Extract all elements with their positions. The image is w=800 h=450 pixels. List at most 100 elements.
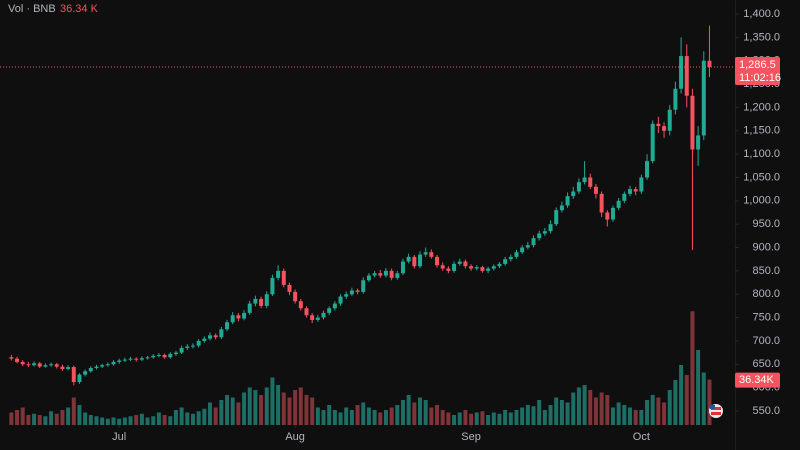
candle-body: [190, 345, 195, 347]
candle-body: [117, 360, 122, 362]
candle-body: [128, 358, 133, 360]
candle-body: [276, 270, 281, 278]
candle-body: [338, 296, 343, 304]
candle-body: [645, 161, 650, 178]
candle-body: [588, 177, 593, 187]
candle-body: [423, 252, 428, 255]
volume-bar: [264, 387, 269, 425]
volume-bar: [49, 411, 54, 425]
volume-bar: [236, 402, 241, 425]
candle-body: [576, 182, 581, 192]
candle-body: [469, 266, 474, 269]
candle-body: [571, 191, 576, 197]
volume-bar: [520, 407, 525, 425]
volume-bar: [497, 413, 502, 425]
y-tick-label: 950.0: [752, 218, 780, 230]
y-tick-label: 1,100.0: [743, 148, 780, 160]
volume-bar: [435, 405, 440, 425]
candle-body: [491, 266, 496, 269]
price-badge: [735, 57, 780, 86]
volume-bar: [179, 407, 184, 425]
candle-body: [60, 366, 65, 369]
candle-body: [446, 268, 451, 271]
volume-bar: [423, 400, 428, 425]
candle-body: [593, 186, 598, 194]
candle-body: [26, 364, 31, 366]
candle-body: [185, 346, 190, 348]
candle-body: [321, 312, 326, 318]
volume-bar: [662, 402, 667, 425]
volume-bar: [100, 417, 105, 425]
y-tick-label: 1,050.0: [743, 171, 780, 183]
candle-body: [701, 60, 706, 136]
candle-body: [304, 308, 309, 316]
candle-body: [372, 273, 377, 276]
volume-bar: [548, 405, 553, 425]
volume-bar: [230, 397, 235, 425]
volume-bar: [696, 350, 701, 425]
candle-body: [639, 177, 644, 192]
volume-bar: [673, 380, 678, 425]
volume-bar: [151, 416, 156, 425]
candle-body: [247, 303, 252, 313]
y-tick-label: 1,400.0: [743, 8, 780, 20]
candle-body: [520, 247, 525, 253]
y-tick-label: 1,000.0: [743, 195, 780, 207]
volume-bar: [344, 407, 349, 425]
candle-body: [673, 88, 678, 110]
y-tick-label: 1,150.0: [743, 125, 780, 137]
volume-bar: [605, 395, 610, 425]
volume-bar: [185, 412, 190, 425]
candle-body: [327, 308, 332, 313]
volume-bar: [537, 400, 542, 425]
volume-bar: [378, 412, 383, 425]
candle-body: [662, 126, 667, 131]
candle-body: [684, 56, 689, 96]
candle-body: [332, 303, 337, 309]
volume-bar: [202, 408, 207, 425]
candle-body: [429, 252, 434, 257]
candle-body: [622, 193, 627, 201]
y-tick-label: 650.0: [752, 358, 780, 370]
volume-bar: [616, 402, 621, 425]
volume-bar: [128, 416, 133, 425]
volume-bar: [389, 407, 394, 425]
x-tick-label: Aug: [285, 431, 305, 443]
candle-body: [361, 280, 366, 292]
candle-body: [310, 315, 315, 320]
candle-body: [633, 189, 638, 192]
volume-bar: [77, 405, 82, 425]
candle-body: [389, 270, 394, 278]
flag-icon: [709, 404, 723, 418]
candle-body: [531, 238, 536, 246]
candle-body: [355, 290, 360, 292]
volume-bar: [83, 412, 88, 425]
volume-bar: [383, 410, 388, 425]
candle-body: [54, 364, 59, 367]
candle-body: [548, 224, 553, 232]
candle-body: [400, 261, 405, 274]
y-tick-label: 800.0: [752, 288, 780, 300]
volume-bar: [610, 407, 615, 425]
volume-bar: [219, 400, 224, 425]
volume-bar: [582, 385, 587, 425]
volume-bar: [514, 410, 519, 425]
candle-body: [71, 367, 76, 383]
volume-bar: [134, 415, 139, 425]
candle-body: [219, 329, 224, 338]
price-badge-label: 1,286.5: [739, 59, 776, 71]
candle-body: [525, 245, 530, 248]
candle-body: [225, 322, 230, 330]
volume-bar: [440, 410, 445, 425]
volume-bar: [701, 372, 706, 425]
candle-body: [440, 265, 445, 269]
y-tick-label: 550.0: [752, 405, 780, 417]
countdown-label: 11:02:16: [739, 72, 781, 84]
volume-bar: [156, 412, 161, 425]
volume-bar: [361, 402, 366, 425]
candle-body: [656, 123, 661, 127]
candle-body: [94, 366, 99, 369]
candle-body: [344, 294, 349, 297]
candle-body: [105, 364, 110, 366]
volume-bar: [105, 418, 110, 425]
